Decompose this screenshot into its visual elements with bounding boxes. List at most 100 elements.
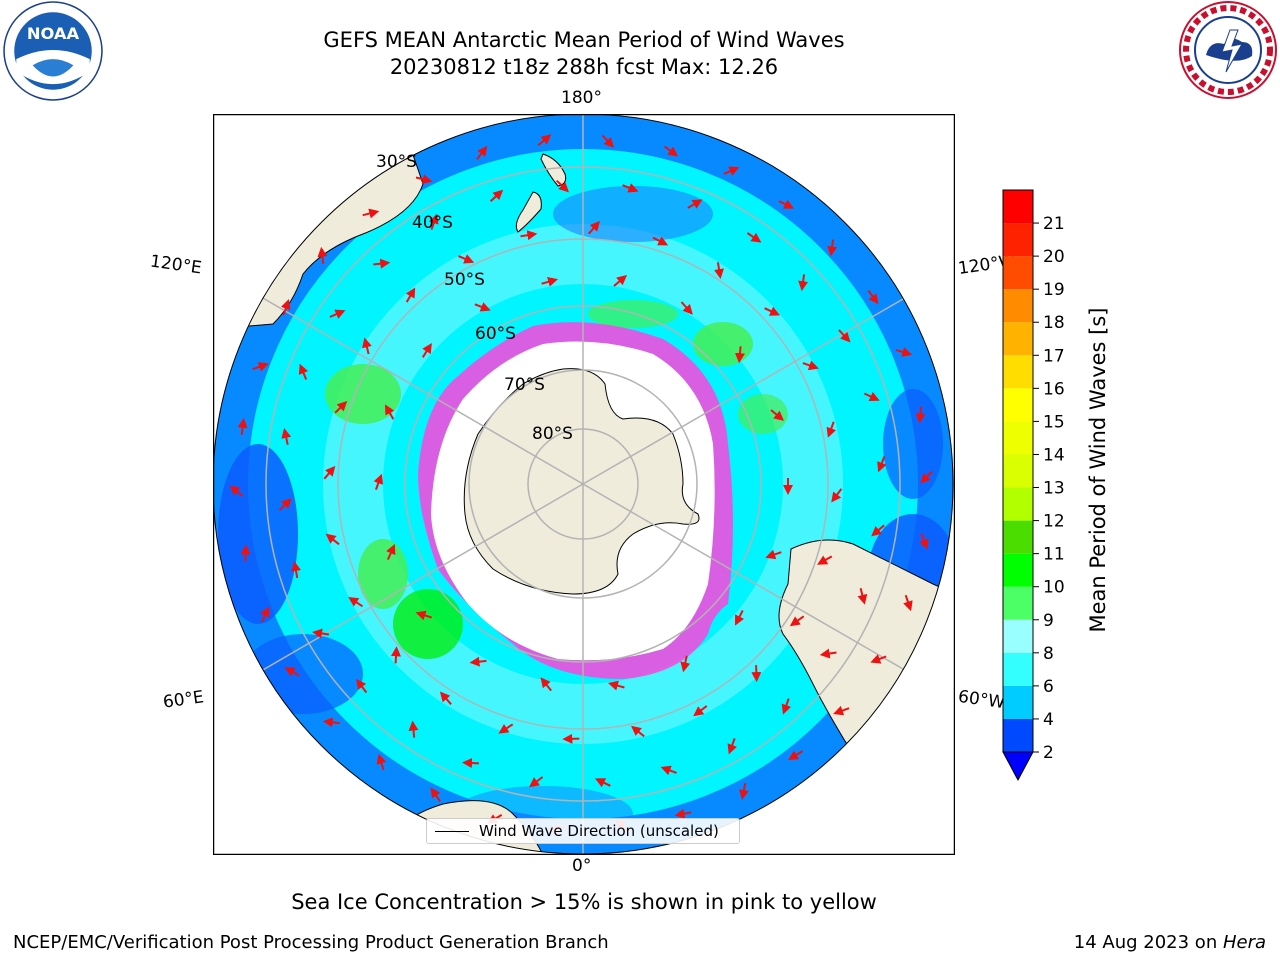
colorbar-swatch	[1003, 586, 1033, 620]
colorbar-tick-label: 16	[1043, 379, 1065, 399]
wind-wave-arrow	[405, 287, 416, 303]
colorbar-swatch	[1003, 553, 1033, 587]
wind-wave-arrow	[594, 778, 611, 788]
wind-wave-arrow	[863, 391, 880, 401]
wind-wave-arrow	[764, 306, 781, 316]
wind-wave-arrow	[278, 498, 292, 511]
lat-label-70s: 70°S	[504, 375, 545, 395]
wind-wave-arrow	[498, 723, 514, 734]
wind-wave-arrow	[831, 488, 843, 503]
lon-label-120e: 120°E	[148, 251, 203, 279]
lon-label-0: 0°	[572, 856, 592, 876]
colorbar-swatch	[1003, 685, 1033, 719]
lat-label-40s: 40°S	[412, 213, 453, 233]
colorbar-tick-label: 17	[1043, 346, 1065, 366]
wind-wave-arrow	[660, 765, 677, 776]
colorbar-label: Mean Period of Wind Waves [s]	[1086, 307, 1110, 633]
wind-wave-arrow	[798, 274, 809, 292]
wind-wave-arrow	[867, 290, 879, 305]
antarctica-land	[463, 368, 700, 595]
legend-line-icon	[435, 830, 469, 832]
colorbar-tick-label: 6	[1043, 677, 1054, 697]
colorbar-tick-label: 11	[1043, 545, 1065, 565]
wind-wave-arrow	[391, 646, 402, 664]
colorbar-tick-label: 18	[1043, 313, 1065, 333]
wind-wave-arrow	[680, 301, 693, 315]
colorbar-swatch	[1003, 388, 1033, 422]
wind-wave-arrow	[826, 421, 837, 438]
wind-wave-arrow	[240, 544, 251, 562]
wind-wave-arrow	[540, 677, 552, 692]
wind-wave-arrow	[322, 717, 340, 728]
wind-wave-arrow	[746, 232, 762, 243]
wind-wave-arrows	[229, 134, 933, 834]
colorbar-tick-label: 19	[1043, 280, 1065, 300]
wind-wave-arrow	[439, 691, 452, 705]
wind-wave-arrow	[415, 610, 433, 621]
wind-wave-arrow	[680, 655, 691, 673]
wind-wave-arrow	[920, 470, 933, 484]
colorbar-tick-label: 13	[1043, 479, 1065, 499]
colorbar-tick-label: 21	[1043, 214, 1065, 234]
wind-wave-arrow	[664, 145, 679, 157]
wind-wave-arrow	[237, 417, 248, 435]
wind-wave-arrow	[765, 549, 782, 560]
wind-wave-arrow	[429, 213, 439, 230]
wind-wave-arrow	[317, 246, 328, 264]
lat-label-30s: 30°S	[376, 152, 417, 172]
colorbar-tick-label: 10	[1043, 578, 1065, 598]
wind-wave-arrow	[323, 465, 336, 480]
wind-wave-arrow	[384, 404, 395, 420]
wind-wave-arrow	[895, 347, 913, 357]
colorbar-tick-label: 4	[1043, 710, 1054, 730]
wind-wave-arrow	[857, 587, 868, 605]
footer-organization: NCEP/EMC/Verification Post Processing Pr…	[13, 932, 609, 953]
wind-wave-arrow	[362, 337, 372, 355]
wind-wave-arrow	[373, 258, 391, 269]
wind-wave-arrow	[727, 738, 737, 755]
wind-wave-arrow	[778, 199, 795, 209]
footer-host: Hera	[1222, 932, 1266, 953]
colorbar-tick-label: 20	[1043, 247, 1065, 267]
legend-label: Wind Wave Direction (unscaled)	[479, 822, 719, 840]
colorbar-swatch	[1003, 289, 1033, 323]
colorbar-swatch	[1003, 223, 1033, 257]
colorbar-swatch	[1003, 652, 1033, 686]
wind-wave-arrow	[281, 428, 292, 445]
colorbar-swatch	[1003, 520, 1033, 554]
wind-wave-arrow	[291, 561, 301, 579]
sea-ice-note: Sea Ice Concentration > 15% is shown in …	[291, 890, 877, 914]
wind-wave-arrow	[280, 299, 291, 316]
wind-wave-arrow	[833, 705, 850, 716]
wind-wave-arrow	[919, 533, 929, 550]
wind-wave-arrow	[714, 262, 724, 280]
wind-wave-arrow	[489, 189, 504, 202]
colorbar-swatch	[1003, 619, 1033, 653]
colorbar-tick-label: 12	[1043, 512, 1065, 532]
wind-wave-arrow	[819, 648, 837, 659]
wind-wave-arrow	[329, 309, 346, 319]
wind-wave-arrow	[870, 654, 887, 664]
wind-wave-arrow	[260, 606, 270, 623]
wind-wave-arrow	[693, 705, 708, 717]
wind-wave-arrow	[362, 208, 380, 219]
wind-wave-arrow	[284, 667, 300, 677]
wind-wave-arrow	[325, 533, 340, 546]
wind-wave-arrow	[739, 783, 749, 800]
wind-wave-arrow	[476, 145, 488, 160]
nws-logo-icon	[1179, 1, 1277, 99]
lon-label-180: 180°	[561, 88, 602, 108]
colorbar-swatch	[1003, 256, 1033, 290]
wind-wave-arrow	[788, 750, 804, 761]
wind-wave-arrow	[588, 220, 600, 235]
wind-wave-arrow	[252, 362, 269, 372]
wind-wave-arrow	[312, 628, 330, 639]
wind-wave-arrow	[462, 758, 479, 769]
colorbar-tick-label: 8	[1043, 644, 1054, 664]
wind-wave-arrow	[458, 254, 475, 264]
wind-wave-arrow	[734, 346, 745, 364]
wind-wave-arrow	[348, 596, 364, 608]
wind-wave-arrow	[541, 277, 559, 287]
wind-wave-arrow	[687, 199, 703, 209]
wind-wave-arrow	[871, 524, 885, 537]
